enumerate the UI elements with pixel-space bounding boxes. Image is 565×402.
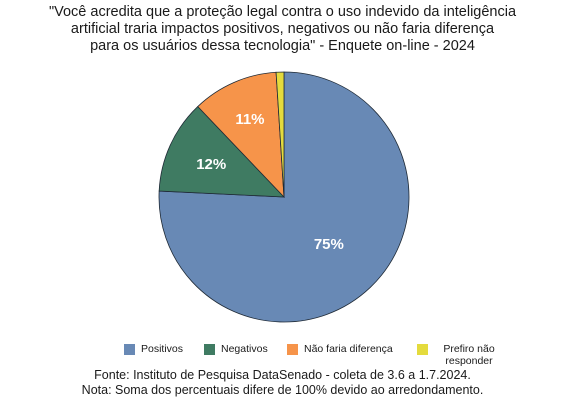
data-label-positivos: 75% [314,236,344,253]
legend-item-negativos: Negativos [204,343,268,355]
data-label-negativos: 12% [196,156,226,173]
source-note: Fonte: Instituto de Pesquisa DataSenado … [94,368,471,382]
legend-label-prefiro-nao-responder: Prefiro não responder [443,343,495,367]
rounding-note: Nota: Soma dos percentuais difere de 100… [81,383,484,397]
legend-item-prefiro-nao-responder: Prefiro não responder [417,343,504,367]
legend-swatch-prefiro-nao-responder [417,344,428,355]
legend-swatch-negativos [204,344,215,355]
chart-title-line-2: artificial traria impactos positivos, ne… [70,21,495,37]
chart-title: "Você acredita que a proteção legal cont… [0,4,565,55]
legend-item-nao-faria-diferenca: Não faria diferença [287,343,393,355]
data-label-nao-faria-diferenca: 11% [235,111,264,128]
chart-title-line-1: "Você acredita que a proteção legal cont… [48,4,517,20]
pie-slice-prefiro-nao-responder [275,71,285,198]
legend-swatch-positivos [124,344,135,355]
legend-label-negativos: Negativos [221,343,268,355]
chart-footer: Fonte: Instituto de Pesquisa DataSenado … [0,368,565,398]
legend-item-positivos: Positivos [124,343,183,355]
chart-title-line-3: para os usuários dessa tecnologia" - Enq… [90,38,475,54]
pie-slice-negativos [158,105,285,198]
legend-label-nao-faria-diferenca: Não faria diferença [304,343,393,355]
pie-slice-nao-faria-diferenca [197,71,285,199]
legend-label-positivos: Positivos [141,343,184,355]
legend-swatch-nao-faria-diferenca [287,344,298,355]
